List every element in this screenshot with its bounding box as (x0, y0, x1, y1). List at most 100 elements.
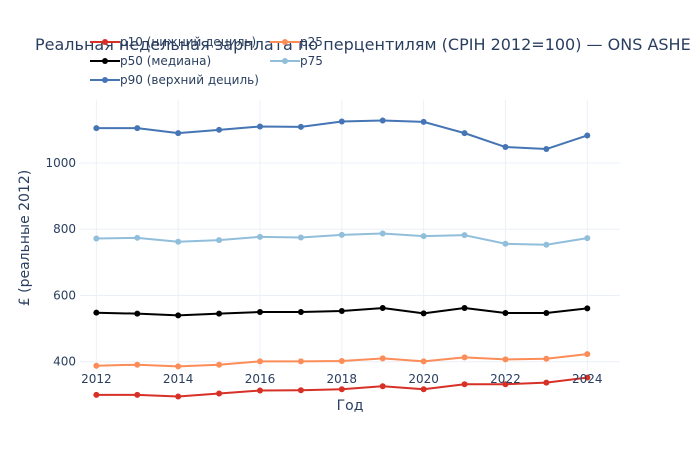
legend-item[interactable]: p25 (270, 35, 323, 49)
data-point[interactable] (461, 130, 468, 137)
data-point[interactable] (134, 361, 141, 368)
tick-layer: 2012 2014 2016 2018 2020 2022 2024 400 600 800 100… (45, 156, 602, 386)
data-point[interactable] (420, 386, 427, 393)
legend-item[interactable]: p75 (270, 54, 323, 68)
x-tick-label: 2024 (572, 372, 603, 386)
data-point[interactable] (297, 309, 304, 316)
data-point[interactable] (93, 309, 100, 316)
legend-marker (102, 77, 108, 83)
data-point[interactable] (584, 305, 591, 312)
data-point[interactable] (134, 234, 141, 241)
data-point[interactable] (175, 393, 182, 400)
data-point[interactable] (420, 310, 427, 317)
data-point[interactable] (584, 235, 591, 242)
data-point[interactable] (93, 235, 100, 242)
data-point[interactable] (216, 390, 223, 397)
data-point[interactable] (379, 383, 386, 390)
legend-label: p90 (верхний дециль) (120, 73, 259, 87)
legend-item[interactable]: p50 (медиана) (90, 54, 211, 68)
data-point[interactable] (93, 125, 100, 132)
data-point[interactable] (297, 358, 304, 365)
data-point[interactable] (175, 130, 182, 137)
data-point[interactable] (257, 309, 263, 316)
data-point[interactable] (338, 386, 345, 393)
legend-marker (102, 58, 108, 64)
series-1 (93, 351, 591, 370)
data-point[interactable] (257, 358, 263, 365)
data-point[interactable] (584, 351, 591, 358)
data-point[interactable] (175, 363, 182, 370)
data-point[interactable] (257, 123, 263, 130)
x-axis-title: Год (337, 398, 364, 414)
data-point[interactable] (216, 237, 223, 244)
data-point[interactable] (297, 123, 304, 130)
y-tick-label: 400 (53, 355, 76, 369)
x-tick-label: 2020 (408, 372, 439, 386)
data-point[interactable] (379, 230, 386, 237)
data-point[interactable] (379, 355, 386, 362)
data-point[interactable] (134, 125, 141, 132)
series-3 (93, 230, 591, 248)
data-point[interactable] (216, 361, 223, 368)
series-layer (93, 117, 591, 400)
data-point[interactable] (338, 118, 345, 125)
data-point[interactable] (420, 118, 427, 125)
y-tick-label: 800 (53, 222, 76, 236)
data-point[interactable] (420, 358, 427, 365)
legend-marker (282, 39, 288, 45)
series-0 (93, 374, 591, 400)
data-point[interactable] (379, 117, 386, 124)
x-tick-label: 2016 (245, 372, 276, 386)
data-point[interactable] (216, 310, 223, 317)
data-point[interactable] (297, 234, 304, 241)
data-point[interactable] (420, 233, 427, 240)
data-point[interactable] (338, 231, 345, 238)
chart-title: Реальная недельная зарплата по перцентил… (35, 35, 691, 54)
legend-label: p75 (300, 54, 323, 68)
data-point[interactable] (134, 391, 141, 398)
legend-label: p25 (300, 35, 323, 49)
data-point[interactable] (93, 391, 100, 398)
y-tick-label: 1000 (45, 156, 76, 170)
data-point[interactable] (338, 308, 345, 315)
data-point[interactable] (134, 310, 141, 317)
data-point[interactable] (543, 241, 550, 248)
legend-item[interactable]: p10 (нижний дециль) (90, 35, 256, 49)
data-point[interactable] (379, 305, 386, 312)
x-tick-label: 2018 (327, 372, 358, 386)
data-point[interactable] (502, 144, 509, 151)
data-point[interactable] (543, 355, 550, 362)
data-point[interactable] (461, 232, 468, 239)
legend-marker (282, 58, 288, 64)
data-point[interactable] (175, 238, 182, 245)
data-point[interactable] (216, 126, 223, 133)
data-point[interactable] (502, 310, 509, 317)
y-tick-label: 600 (53, 288, 76, 302)
data-point[interactable] (461, 354, 468, 361)
data-point[interactable] (543, 146, 550, 153)
data-point[interactable] (257, 233, 263, 240)
data-point[interactable] (584, 374, 591, 381)
data-point[interactable] (502, 356, 509, 363)
legend-item[interactable]: p90 (верхний дециль) (90, 73, 259, 87)
legend-label: p10 (нижний дециль) (120, 35, 256, 49)
data-point[interactable] (502, 240, 509, 247)
data-point[interactable] (584, 132, 591, 139)
legend: p10 (нижний дециль) p25 p50 (медиана) p75 p9… (90, 35, 323, 87)
data-point[interactable] (502, 381, 509, 388)
data-point[interactable] (543, 310, 550, 317)
data-point[interactable] (461, 381, 468, 388)
data-point[interactable] (175, 312, 182, 319)
x-tick-label: 2022 (490, 372, 521, 386)
legend-label: p50 (медиана) (120, 54, 211, 68)
data-point[interactable] (257, 387, 263, 394)
data-point[interactable] (93, 362, 100, 369)
x-tick-label: 2014 (163, 372, 194, 386)
data-point[interactable] (461, 305, 468, 312)
data-point[interactable] (338, 358, 345, 365)
data-point[interactable] (543, 379, 550, 386)
data-point[interactable] (297, 387, 304, 394)
series-4 (93, 117, 591, 153)
